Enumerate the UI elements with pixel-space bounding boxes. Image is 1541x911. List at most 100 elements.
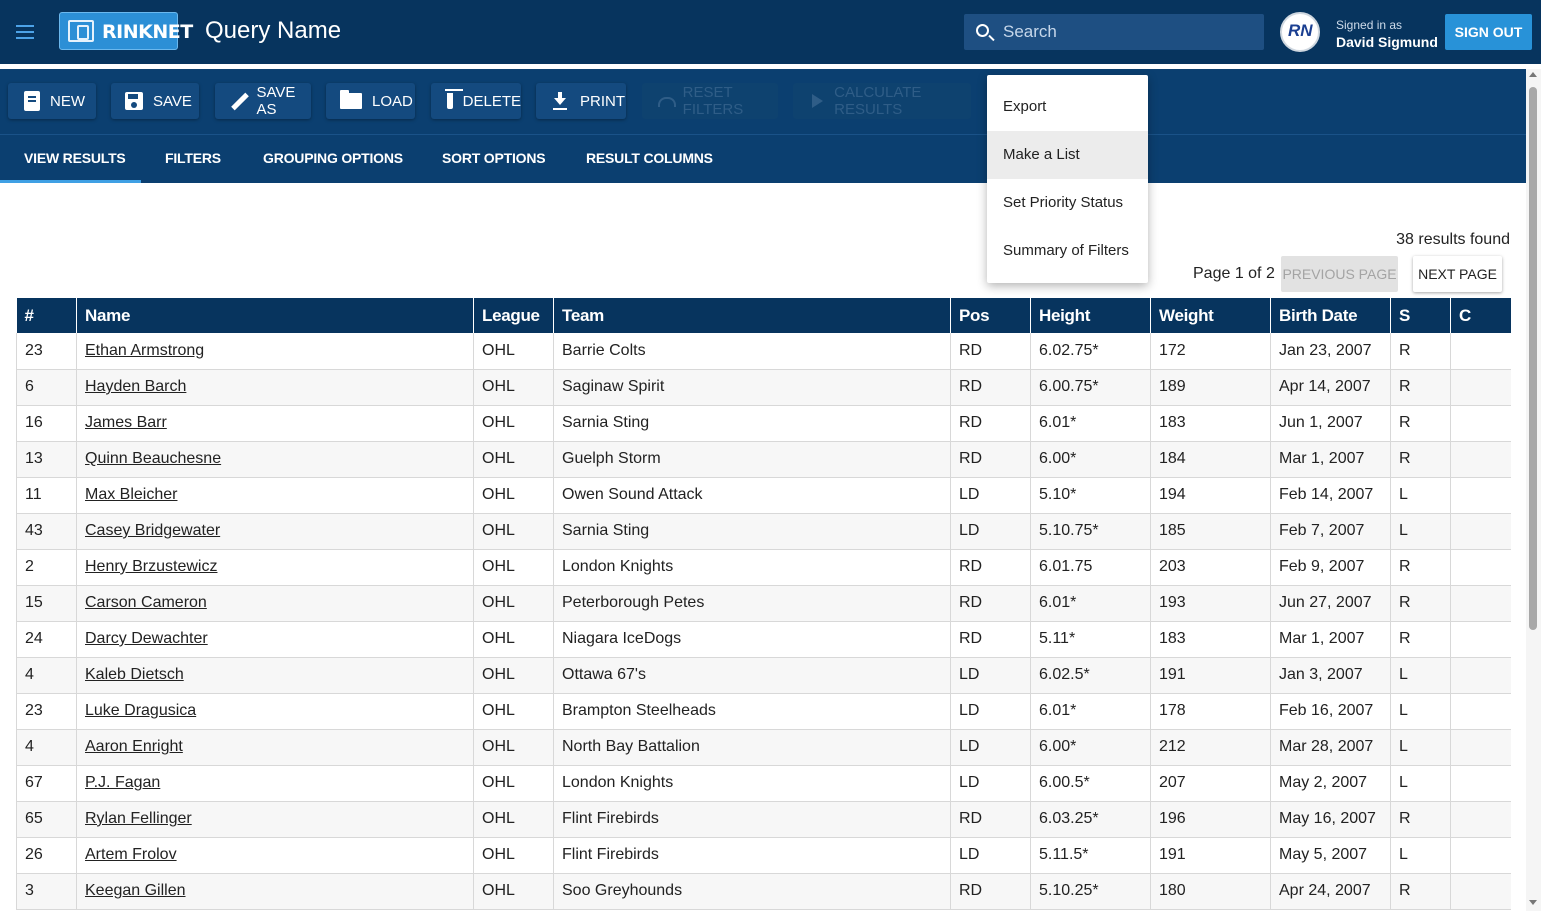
column-header-c[interactable]: C bbox=[1450, 298, 1511, 333]
table-row: 2 Henry Brzustewicz OHL London Knights RD 6.0… bbox=[16, 549, 1511, 586]
search-input[interactable] bbox=[1003, 14, 1253, 50]
reset-filters-label: RESET FILTERS bbox=[682, 84, 744, 118]
save-button[interactable]: SAVE bbox=[111, 83, 199, 119]
table-cell: Apr 24, 2007 bbox=[1270, 873, 1391, 910]
table-cell: Rylan Fellinger bbox=[76, 801, 474, 838]
column-header-weight[interactable]: Weight bbox=[1150, 298, 1271, 333]
table-cell: RD bbox=[950, 621, 1031, 658]
table-cell: Luke Dragusica bbox=[76, 693, 474, 730]
avatar[interactable]: RN bbox=[1280, 12, 1320, 52]
column-header-birth-date[interactable]: Birth Date bbox=[1270, 298, 1391, 333]
table-cell bbox=[1450, 549, 1511, 586]
new-button[interactable]: NEW bbox=[8, 83, 96, 119]
table-cell: L bbox=[1390, 513, 1451, 550]
tab-grouping-options[interactable]: GROUPING OPTIONS bbox=[263, 150, 403, 166]
player-name-link[interactable]: Henry Brzustewicz bbox=[85, 558, 218, 575]
save-as-button[interactable]: SAVE AS bbox=[215, 83, 311, 119]
menu-item-make-a-list[interactable]: Make a List bbox=[987, 131, 1148, 179]
table-cell: Ethan Armstrong bbox=[76, 333, 474, 370]
player-name-link[interactable]: Luke Dragusica bbox=[85, 702, 197, 719]
tab-filters[interactable]: FILTERS bbox=[165, 150, 221, 166]
table-cell: 5.10.75* bbox=[1030, 513, 1151, 550]
scroll-up-arrow-icon[interactable] bbox=[1529, 72, 1537, 77]
player-name-link[interactable]: Max Bleicher bbox=[85, 486, 178, 503]
table-cell: Mar 1, 2007 bbox=[1270, 441, 1391, 478]
table-cell: OHL bbox=[473, 333, 554, 370]
load-button[interactable]: LOAD bbox=[326, 83, 415, 119]
print-button[interactable]: PRINT bbox=[536, 83, 626, 119]
menu-item-summary-of-filters[interactable]: Summary of Filters bbox=[1003, 242, 1129, 259]
table-cell: Carson Cameron bbox=[76, 585, 474, 622]
player-name-link[interactable]: Ethan Armstrong bbox=[85, 341, 205, 359]
scroll-down-arrow-icon[interactable] bbox=[1529, 900, 1537, 905]
table-cell: Quinn Beauchesne bbox=[76, 441, 474, 478]
results-count: 38 results found bbox=[1396, 231, 1510, 248]
player-name-link[interactable]: Artem Frolov bbox=[85, 846, 177, 863]
signed-in-user: David Sigmund bbox=[1336, 34, 1438, 50]
table-cell: Ottawa 67's bbox=[553, 657, 951, 694]
table-cell bbox=[1450, 765, 1511, 802]
player-name-link[interactable]: Darcy Dewachter bbox=[85, 630, 208, 647]
table-cell: 183 bbox=[1150, 405, 1271, 442]
table-cell: LD bbox=[950, 513, 1031, 550]
table-cell bbox=[1450, 873, 1511, 910]
column-header-number[interactable]: # bbox=[16, 298, 77, 333]
vertical-scrollbar[interactable] bbox=[1526, 69, 1541, 911]
player-name-link[interactable]: Casey Bridgewater bbox=[85, 522, 221, 539]
undo-icon bbox=[656, 91, 676, 111]
results-table: # Name League Team Pos Height Weight Bir… bbox=[16, 298, 1511, 910]
table-cell: Peterborough Petes bbox=[553, 585, 951, 622]
scroll-thumb[interactable] bbox=[1529, 87, 1537, 630]
player-name-link[interactable]: Rylan Fellinger bbox=[85, 810, 192, 827]
column-header-team[interactable]: Team bbox=[553, 298, 951, 333]
pencil-icon bbox=[229, 91, 247, 111]
table-cell: 6.03.25* bbox=[1030, 801, 1151, 838]
player-name-link[interactable]: James Barr bbox=[85, 414, 167, 431]
menu-item-set-priority-status[interactable]: Set Priority Status bbox=[1003, 194, 1124, 211]
page-indicator: Page 1 of 2 bbox=[1193, 265, 1275, 282]
hamburger-menu-icon[interactable] bbox=[14, 22, 38, 42]
previous-page-button[interactable]: PREVIOUS PAGE bbox=[1281, 256, 1398, 292]
table-row: 4 Kaleb Dietsch OHL Ottawa 67's LD 6.02.5* 191… bbox=[16, 657, 1511, 694]
player-name-link[interactable]: Kaleb Dietsch bbox=[85, 666, 184, 683]
table-cell bbox=[1450, 441, 1511, 478]
column-header-league[interactable]: League bbox=[473, 298, 554, 333]
actions-dropdown-menu: Export Make a List Set Priority Status S… bbox=[987, 75, 1148, 283]
table-cell: Sarnia Sting bbox=[553, 405, 951, 442]
table-row: 16 James Barr OHL Sarnia Sting RD 6.01* 183 Jun… bbox=[16, 405, 1511, 442]
table-cell: RD bbox=[950, 873, 1031, 910]
tab-sort-options[interactable]: SORT OPTIONS bbox=[442, 150, 546, 166]
rinknet-logo[interactable]: RINKNET bbox=[59, 12, 193, 50]
table-cell: LD bbox=[950, 765, 1031, 802]
player-name-link[interactable]: Quinn Beauchesne bbox=[85, 450, 222, 467]
player-name-link[interactable]: Carson Cameron bbox=[85, 594, 207, 611]
table-cell: 6.00.75* bbox=[1030, 369, 1151, 406]
player-name-link[interactable]: Aaron Enright bbox=[85, 738, 183, 755]
table-cell: R bbox=[1390, 333, 1451, 370]
table-cell: 6 bbox=[16, 369, 77, 406]
column-header-s[interactable]: S bbox=[1390, 298, 1451, 333]
table-row: 43 Casey Bridgewater OHL Sarnia Sting LD 5.10… bbox=[16, 513, 1511, 550]
reset-filters-button[interactable]: RESET FILTERS bbox=[642, 83, 778, 119]
player-name-link[interactable]: P.J. Fagan bbox=[85, 774, 161, 791]
table-cell: 191 bbox=[1150, 657, 1271, 694]
tab-result-columns[interactable]: RESULT COLUMNS bbox=[586, 150, 713, 166]
search-box[interactable] bbox=[964, 14, 1264, 50]
sign-out-button[interactable]: SIGN OUT bbox=[1445, 14, 1532, 50]
table-cell: Feb 7, 2007 bbox=[1270, 513, 1391, 550]
table-cell: P.J. Fagan bbox=[76, 765, 474, 802]
table-cell: 4 bbox=[16, 729, 77, 766]
calculate-results-button[interactable]: CALCULATE RESULTS bbox=[793, 83, 971, 119]
column-header-height[interactable]: Height bbox=[1030, 298, 1151, 333]
next-page-button[interactable]: NEXT PAGE bbox=[1413, 256, 1502, 292]
menu-item-export[interactable]: Export bbox=[1003, 98, 1047, 115]
tab-view-results[interactable]: VIEW RESULTS bbox=[24, 150, 126, 166]
column-header-pos[interactable]: Pos bbox=[950, 298, 1031, 333]
player-name-link[interactable]: Keegan Gillen bbox=[85, 882, 186, 899]
player-name-link[interactable]: Hayden Barch bbox=[85, 378, 187, 395]
table-cell: L bbox=[1390, 729, 1451, 766]
table-cell: OHL bbox=[473, 441, 554, 478]
delete-button[interactable]: DELETE bbox=[431, 83, 521, 119]
table-cell: Jun 1, 2007 bbox=[1270, 405, 1391, 442]
column-header-name[interactable]: Name bbox=[76, 298, 474, 333]
